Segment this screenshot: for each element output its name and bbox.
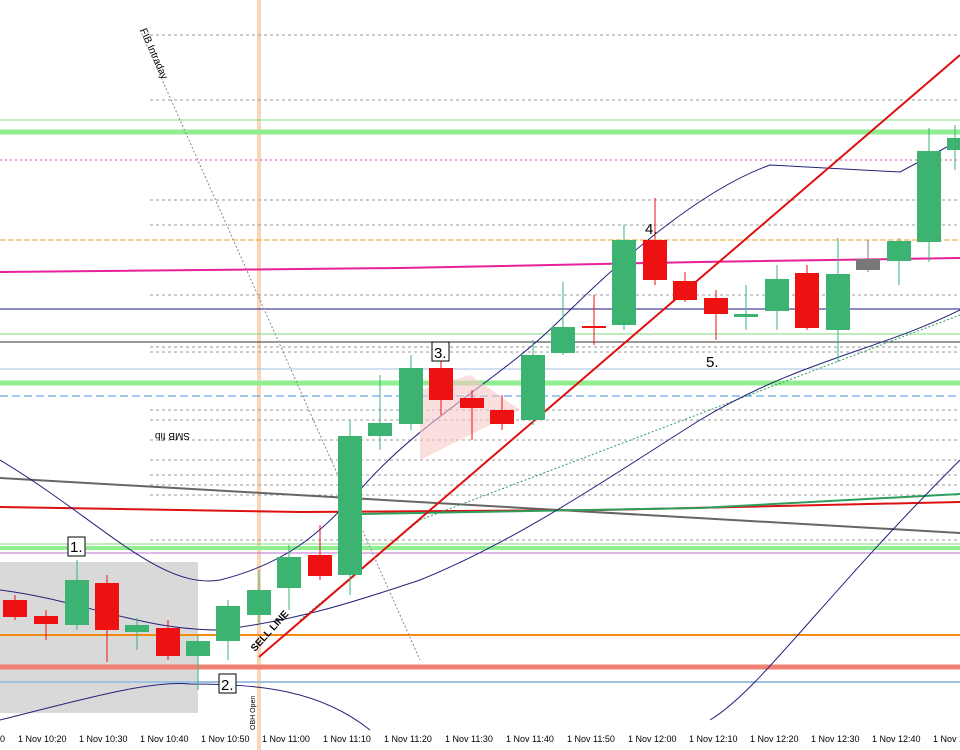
x-tick-label: 1 Nov 12:40 <box>872 734 921 744</box>
x-tick-label: 1 Nov 11:00 <box>262 734 310 744</box>
x-tick-label: 1 Nov 11:40 <box>506 734 554 744</box>
point-label: 3. <box>434 345 447 362</box>
bollinger-bands <box>0 139 960 731</box>
x-tick-label: 1 Nov 10:40 <box>140 734 189 744</box>
x-tick-label: 1 Nov 11:20 <box>384 734 432 744</box>
gray-levels <box>150 34 960 541</box>
obh-label: OBH Open <box>250 696 257 730</box>
sell-line <box>258 54 960 658</box>
x-tick-label: 1 Nov 12:00 <box>628 734 677 744</box>
x-tick-label: 1 Nov 11:10 <box>323 734 371 744</box>
point-label: 4. <box>645 221 658 238</box>
x-tick-label: 1 Nov 11:50 <box>567 734 615 744</box>
x-tick-label: 1 Nov 12:30 <box>811 734 860 744</box>
fib-line <box>139 29 421 661</box>
point-label: 5. <box>706 354 719 371</box>
x-tick-label: 1 Nov 12:10 <box>689 734 738 744</box>
point-label: 1. <box>70 539 83 556</box>
candles <box>3 125 960 690</box>
x-tick-label: 1 Nov 11:30 <box>445 734 493 744</box>
x-tick-label: 0 <box>0 734 5 744</box>
smb-label: SMB fib <box>155 430 190 441</box>
x-tick-label: 1 Nov 12:20 <box>750 734 799 744</box>
x-axis: 0 1 Nov 10:20 1 Nov 10:30 1 Nov 10:40 1 … <box>0 734 960 744</box>
point-label: 2. <box>221 677 234 694</box>
x-tick-label: 1 Nov 10:50 <box>201 734 250 744</box>
x-tick-label: 1 Nov 10:30 <box>79 734 128 744</box>
levels <box>0 119 960 683</box>
x-tick-label: 1 Nov 10:20 <box>18 734 67 744</box>
x-tick-label: 1 Nov 12 <box>933 734 960 744</box>
